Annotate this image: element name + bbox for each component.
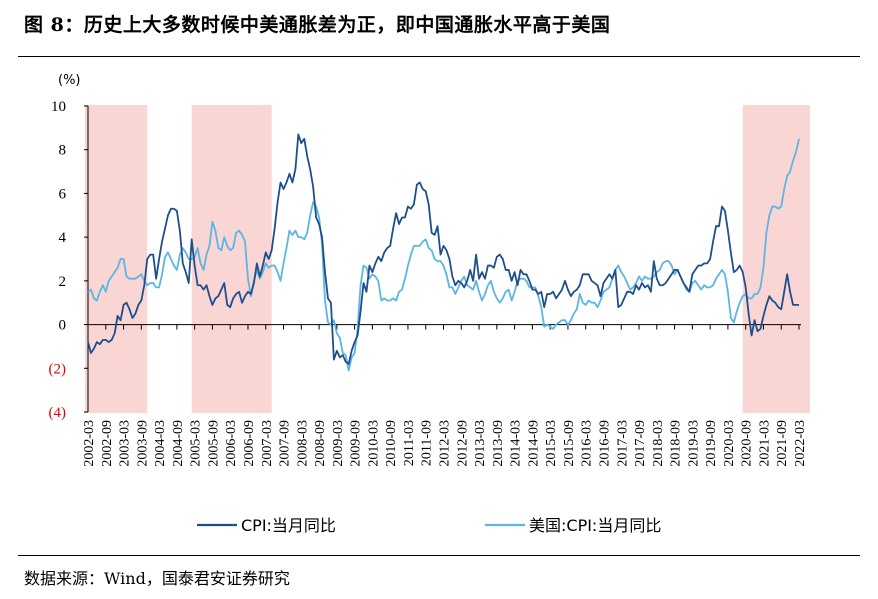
y-tick-label: 0 xyxy=(59,318,67,334)
x-tick-label: 2021-09 xyxy=(775,420,790,467)
source-rule xyxy=(18,555,860,556)
x-tick-label: 2004-09 xyxy=(171,420,186,467)
series-lines xyxy=(87,133,800,372)
x-tick-label: 2018-03 xyxy=(651,420,666,467)
x-tick-label: 2019-09 xyxy=(704,420,719,467)
x-tick-label: 2004-03 xyxy=(153,420,168,467)
x-tick-label: 2010-03 xyxy=(366,420,381,467)
x-tick-label: 2005-03 xyxy=(189,420,204,467)
x-tick-label: 2015-09 xyxy=(562,420,577,467)
source-note: 数据来源：Wind，国泰君安证券研究 xyxy=(24,569,290,588)
x-tick-label: 2009-03 xyxy=(331,420,346,467)
x-tick-label: 2011-03 xyxy=(402,420,417,466)
shaded-period-3 xyxy=(742,105,810,413)
y-tick-label: 4 xyxy=(59,230,67,246)
x-tick-label: 2014-03 xyxy=(509,420,524,467)
legend-us-label: 美国:CPI:当月同比 xyxy=(529,516,661,535)
x-tick-label: 2006-03 xyxy=(224,420,239,467)
y-tick-label: 6 xyxy=(59,186,67,202)
x-tick-label: 2015-03 xyxy=(544,420,559,467)
title-rule xyxy=(18,56,860,57)
x-tick-label: 2007-03 xyxy=(260,420,275,467)
x-tick-label: 2021-03 xyxy=(757,420,772,467)
x-tick-label: 2007-09 xyxy=(278,420,293,467)
x-tick-label: 2017-09 xyxy=(633,420,648,467)
x-tick-label: 2009-09 xyxy=(349,420,364,467)
x-tick-label: 2011-09 xyxy=(420,420,435,466)
legend: CPI:当月同比 美国:CPI:当月同比 xyxy=(197,516,661,535)
x-tick-label: 2016-03 xyxy=(580,420,595,467)
x-tick-label: 2020-09 xyxy=(740,420,755,467)
x-tick-label: 2006-09 xyxy=(242,420,257,467)
x-tick-label: 2005-09 xyxy=(206,420,221,467)
y-axis: (%) 10 8 6 4 2 0 (2) (4) xyxy=(49,73,89,421)
x-tick-label: 2012-03 xyxy=(438,420,453,467)
shaded-period-1 xyxy=(85,105,148,413)
x-tick-label: 2013-09 xyxy=(491,420,506,467)
x-tick-label: 2008-03 xyxy=(295,420,310,467)
x-tick-label: 2014-09 xyxy=(526,420,541,467)
x-tick-label: 2013-03 xyxy=(473,420,488,467)
x-tick-label: 2017-03 xyxy=(615,420,630,467)
x-tick-label: 2002-09 xyxy=(100,420,115,467)
legend-china-label: CPI:当月同比 xyxy=(241,516,336,535)
y-tick-label: 8 xyxy=(59,143,67,159)
y-unit-label: (%) xyxy=(58,73,81,88)
y-tick-label: (2) xyxy=(49,361,67,377)
y-tick-label: (4) xyxy=(49,405,67,421)
china-cpi-line xyxy=(87,133,799,365)
x-tick-label: 2003-09 xyxy=(135,420,150,467)
x-tick-label: 2003-03 xyxy=(118,420,133,467)
x-tick-label: 2002-03 xyxy=(82,420,97,467)
x-tick-label: 2019-03 xyxy=(686,420,701,467)
x-tick-label: 2018-09 xyxy=(669,420,684,467)
x-tick-label: 2022-03 xyxy=(793,420,808,467)
figure-title: 图 8：历史上大多数时候中美通胀差为正，即中国通胀水平高于美国 xyxy=(24,14,611,36)
shaded-period-2 xyxy=(191,105,272,413)
y-tick-label: 2 xyxy=(59,274,67,290)
x-tick-label: 2020-03 xyxy=(722,420,737,467)
x-tick-label: 2008-09 xyxy=(313,420,328,467)
y-tick-label: 10 xyxy=(51,99,66,115)
x-tick-label: 2016-09 xyxy=(597,420,612,467)
x-axis: 2002-03 2002-09 2003-03 2003-09 2004-03 2004-… xyxy=(82,324,808,467)
x-tick-label: 2010-09 xyxy=(384,420,399,467)
x-tick-label: 2012-09 xyxy=(455,420,470,467)
